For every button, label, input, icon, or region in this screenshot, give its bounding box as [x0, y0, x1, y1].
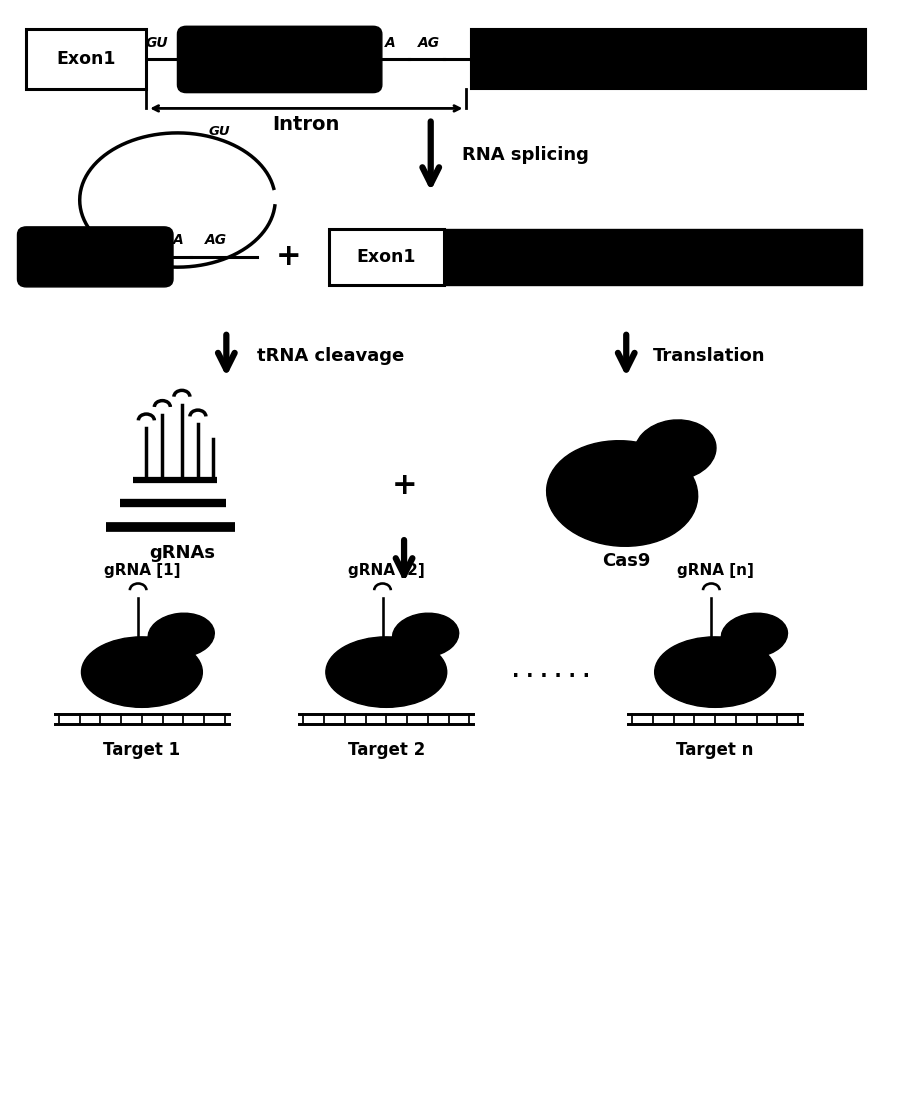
Text: A: A [173, 234, 184, 247]
Text: gRNA [2]: gRNA [2] [348, 563, 424, 578]
FancyBboxPatch shape [178, 27, 382, 92]
Text: Cas9: Cas9 [602, 551, 650, 570]
Text: gRNAs: gRNAs [149, 544, 215, 563]
Text: GU: GU [208, 126, 230, 138]
FancyBboxPatch shape [328, 229, 444, 284]
Ellipse shape [148, 613, 214, 657]
Text: Target 1: Target 1 [103, 741, 180, 760]
Text: Translation: Translation [653, 346, 765, 364]
Ellipse shape [546, 441, 698, 546]
Text: A: A [386, 36, 396, 50]
Text: AG: AG [205, 234, 227, 247]
Ellipse shape [393, 613, 458, 657]
Text: +: + [275, 243, 301, 272]
Text: GU: GU [145, 36, 169, 50]
Ellipse shape [634, 420, 716, 480]
Ellipse shape [721, 613, 788, 657]
Text: RNA splicing: RNA splicing [462, 146, 588, 164]
Text: tRNA cleavage: tRNA cleavage [257, 346, 405, 364]
Text: +: + [391, 471, 417, 500]
Bar [444, 229, 862, 284]
Text: gRNA [n]: gRNA [n] [676, 563, 753, 578]
Ellipse shape [82, 637, 203, 707]
Text: gRNA [1]: gRNA [1] [104, 563, 180, 578]
Ellipse shape [326, 637, 447, 707]
Text: Exon1: Exon1 [356, 248, 416, 266]
Text: . . . . . .: . . . . . . [511, 662, 589, 681]
Text: Target 2: Target 2 [348, 741, 425, 760]
Bar [471, 29, 867, 89]
Text: Target n: Target n [676, 741, 753, 760]
FancyBboxPatch shape [26, 29, 146, 89]
Text: Intron: Intron [273, 115, 340, 134]
FancyBboxPatch shape [18, 227, 173, 287]
Ellipse shape [655, 637, 776, 707]
Text: Exon1: Exon1 [57, 50, 116, 68]
Text: AG: AG [418, 36, 440, 50]
